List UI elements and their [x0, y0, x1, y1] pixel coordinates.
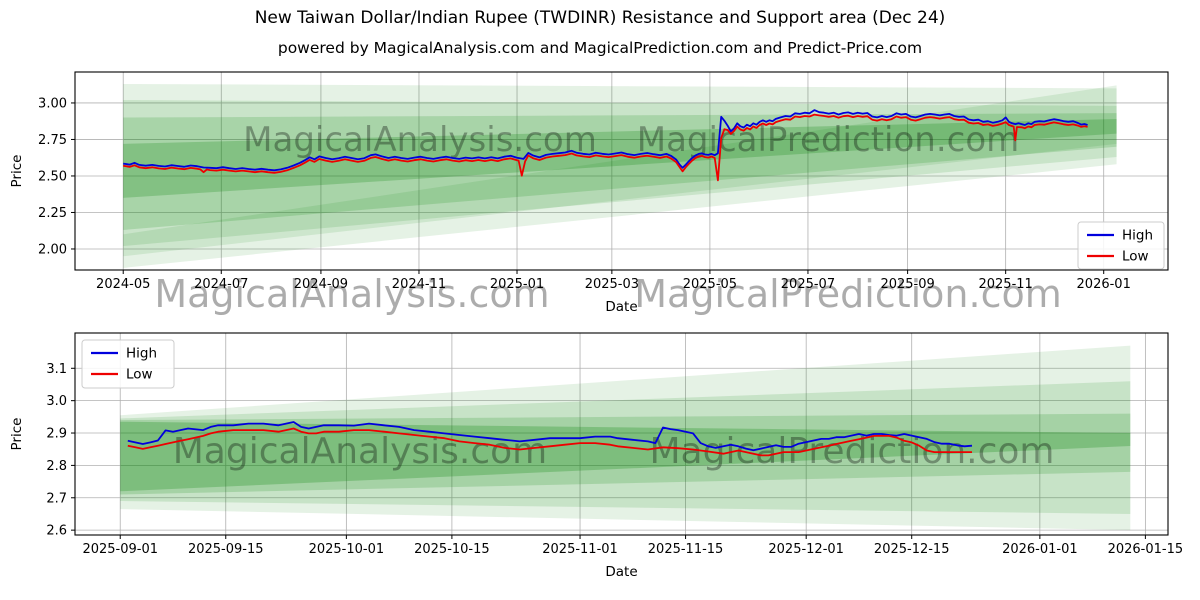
support-resistance-band [123, 83, 1117, 268]
x-axis-label: Date [605, 299, 637, 315]
y-tick-label: 2.50 [38, 169, 67, 184]
watermark-text: MagicalAnalysis.com [154, 272, 549, 316]
x-tick-label: 2025-11 [978, 277, 1032, 292]
y-tick-label: 2.7 [46, 491, 67, 506]
support-resistance-band [120, 345, 1131, 531]
x-tick-label: 2026-01 [1077, 277, 1131, 292]
x-tick-label: 2026-01-01 [1002, 542, 1078, 557]
legend-box [1077, 221, 1165, 270]
y-tick-label: 2.00 [38, 242, 67, 257]
x-tick-label: 2025-11-15 [648, 542, 724, 557]
support-resistance-band [123, 119, 1117, 198]
top-chart: 2024-05 2024-07 2024-09 2024-11 2025-01 2025-… [9, 71, 1169, 315]
legend-label-low: Low [1122, 249, 1149, 265]
x-tick-label: 2025-03 [585, 277, 639, 292]
high-line [127, 421, 973, 452]
support-resistance-band [123, 85, 1117, 257]
low-line [127, 427, 972, 457]
plot-border [74, 332, 1169, 536]
y-axis-label: Price [9, 418, 25, 451]
bottom-chart-legend: High Low [81, 339, 175, 389]
legend-label-high: High [126, 346, 157, 362]
x-tick-label: 2025-10-01 [309, 542, 385, 557]
chart-subtitle: powered by MagicalAnalysis.com and Magic… [277, 39, 923, 57]
x-tick-label: 2024-05 [96, 277, 150, 292]
plot-border [74, 71, 1169, 271]
y-tick-label: 2.25 [38, 206, 67, 221]
x-tick-label: 2025-12-15 [874, 542, 950, 557]
top-chart-underlay [75, 72, 1168, 270]
x-tick-label: 2025-12-01 [768, 542, 844, 557]
bottom-chart: 2025-09-01 2025-09-15 2025-10-01 2025-10-15… [9, 332, 1184, 580]
y-tick-label: 3.0 [46, 394, 67, 409]
x-tick-label: 2025-09-15 [188, 542, 264, 557]
y-tick-label: 2.6 [46, 524, 67, 539]
watermark-text: MagicalPrediction.com [634, 272, 1062, 316]
x-tick-label: 2025-07 [781, 277, 835, 292]
watermark-text: MagicalPrediction.com [637, 120, 1020, 160]
watermark-text: MagicalAnalysis.com [173, 431, 547, 472]
support-resistance-band [120, 421, 1131, 492]
x-tick-label: 2024-07 [194, 277, 248, 292]
legend-label-high: High [1122, 228, 1153, 244]
y-tick-label: 2.8 [46, 459, 67, 474]
x-tick-label: 2025-01 [490, 277, 544, 292]
y-tick-label: 3.1 [46, 362, 67, 377]
chart-title: New Taiwan Dollar/Indian Rupee (TWDINR) … [254, 8, 946, 28]
support-resistance-band [123, 100, 1117, 247]
watermark-text: MagicalAnalysis.com [243, 120, 597, 160]
y-axis-label: Price [9, 155, 25, 188]
x-tick-label: 2025-09-01 [82, 542, 158, 557]
support-resistance-band [123, 113, 1117, 230]
x-tick-label: 2025-11-01 [542, 542, 618, 557]
y-tick-label: 2.9 [46, 427, 67, 442]
x-axis-label: Date [605, 564, 637, 580]
watermark-text: MagicalPrediction.com [650, 431, 1055, 472]
x-tick-label: 2025-09 [880, 277, 934, 292]
legend-label-low: Low [126, 367, 153, 383]
high-line [123, 109, 1088, 172]
x-tick-label: 2024-11 [392, 277, 446, 292]
x-tick-label: 2025-10-15 [414, 542, 490, 557]
x-tick-label: 2024-09 [294, 277, 348, 292]
top-chart-legend: High Low [1077, 221, 1165, 270]
x-tick-label: 2025-05 [683, 277, 737, 292]
low-line [123, 113, 1088, 182]
x-tick-label: 2026-01-15 [1108, 542, 1184, 557]
y-tick-label: 2.75 [38, 133, 67, 148]
y-tick-label: 3.00 [38, 96, 67, 111]
